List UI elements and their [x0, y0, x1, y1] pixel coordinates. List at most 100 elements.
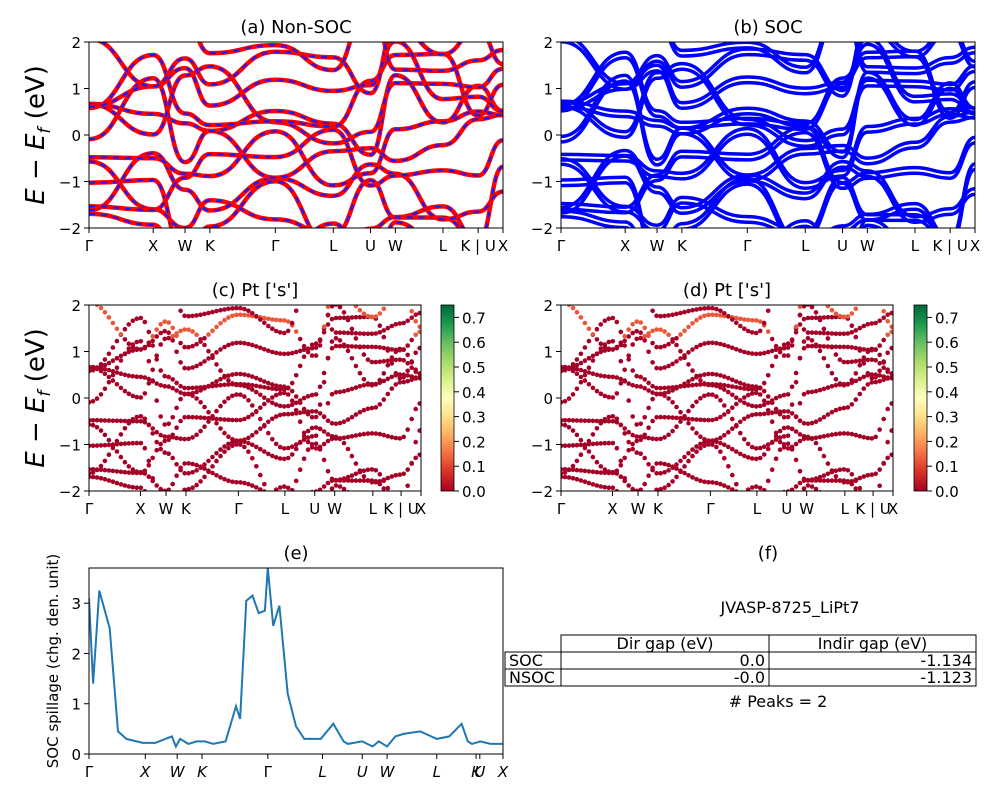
projection-dot — [662, 435, 667, 440]
projection-dot — [666, 468, 671, 473]
projection-dot — [381, 432, 387, 438]
projection-dot — [833, 377, 839, 382]
projection-dot — [246, 440, 251, 446]
projection-dot — [393, 473, 399, 478]
projection-dot — [210, 383, 215, 389]
projection-dot — [793, 429, 799, 434]
projection-dot — [206, 415, 211, 421]
projection-dot — [234, 340, 239, 346]
projection-dot — [777, 411, 783, 417]
projection-dot — [686, 473, 691, 478]
projection-dot — [726, 375, 731, 381]
projection-dot — [682, 309, 687, 315]
projection-dot — [389, 358, 395, 363]
projection-dot — [246, 481, 251, 487]
projection-dot — [122, 351, 128, 357]
projection-dot — [98, 428, 104, 433]
projection-dot — [773, 343, 779, 349]
projection-dot — [377, 402, 383, 407]
projection-dot — [107, 262, 112, 267]
projection-dot — [849, 402, 855, 407]
projection-dot — [598, 441, 604, 446]
projection-dot — [829, 331, 835, 336]
projection-dot — [730, 405, 735, 411]
projection-dot — [582, 369, 588, 374]
projection-dot — [325, 432, 331, 437]
projection-dot — [218, 403, 223, 409]
projection-dot — [333, 483, 339, 488]
projection-dot — [222, 382, 227, 388]
projection-dot — [662, 470, 667, 475]
table-cell: -0.0 — [734, 668, 765, 687]
y-axis-label-middle: E − Ef (eV) — [21, 328, 55, 468]
projection-dot — [769, 336, 775, 342]
projection-dot — [682, 530, 687, 535]
projection-dot — [773, 406, 779, 412]
y-tick-label: 0 — [71, 127, 81, 145]
projection-dot — [158, 532, 163, 537]
projection-dot — [305, 428, 311, 434]
projection-dot — [314, 553, 319, 558]
projection-dot — [381, 486, 387, 491]
projection-dot — [369, 359, 375, 365]
projection-dot — [841, 314, 847, 320]
projection-dot — [405, 298, 410, 303]
projection-dot — [590, 353, 596, 359]
projection-dot — [682, 415, 687, 421]
table-row-label: SOC — [509, 651, 543, 670]
projection-dot — [242, 437, 247, 443]
projection-dot — [365, 357, 371, 363]
projection-dot — [837, 406, 843, 412]
projection-dot — [329, 316, 335, 322]
projection-dot — [313, 392, 319, 397]
projection-dot — [654, 365, 659, 371]
projection-dot — [234, 523, 239, 528]
projection-dot — [346, 295, 351, 300]
projection-dot — [417, 371, 421, 377]
projection-dot — [650, 360, 655, 365]
panel-c-dots — [89, 262, 422, 558]
projection-dot — [622, 510, 627, 515]
projection-dot — [198, 415, 203, 420]
projection-dot — [298, 499, 303, 504]
projection-dot — [174, 299, 179, 304]
projection-dot — [214, 458, 219, 464]
projection-dot — [150, 455, 155, 461]
projection-dot — [118, 482, 124, 487]
projection-dot — [230, 522, 235, 527]
projection-dot — [357, 331, 363, 336]
projection-dot — [417, 324, 421, 330]
projection-dot — [262, 395, 267, 401]
projection-dot — [273, 317, 279, 323]
projection-dot — [674, 336, 679, 341]
projection-dot — [885, 455, 890, 461]
projection-dot — [730, 384, 735, 389]
projection-dot — [281, 484, 287, 489]
projection-dot — [174, 473, 179, 479]
projection-dot — [186, 539, 191, 544]
projection-dot — [841, 480, 847, 485]
projection-dot — [666, 538, 671, 543]
projection-dot — [417, 536, 422, 541]
projection-dot — [417, 452, 421, 458]
projection-dot — [567, 257, 572, 262]
projection-dot — [781, 414, 787, 420]
projection-dot — [246, 373, 251, 378]
projection-dot — [706, 523, 711, 528]
projection-dot — [409, 461, 415, 466]
projection-dot — [810, 494, 815, 499]
projection-dot — [765, 478, 771, 484]
projection-dot — [194, 313, 199, 318]
projection-dot — [889, 452, 893, 458]
projection-dot — [786, 529, 791, 534]
projection-dot — [150, 343, 155, 348]
projection-dot — [186, 344, 191, 350]
x-tick-label: U — [781, 500, 792, 518]
projection-dot — [622, 343, 627, 348]
projection-dot — [154, 447, 159, 453]
projection-dot — [190, 385, 195, 391]
projection-dot — [594, 483, 600, 488]
projection-dot — [350, 494, 355, 499]
projection-dot — [658, 391, 663, 397]
projection-dot — [690, 347, 695, 352]
